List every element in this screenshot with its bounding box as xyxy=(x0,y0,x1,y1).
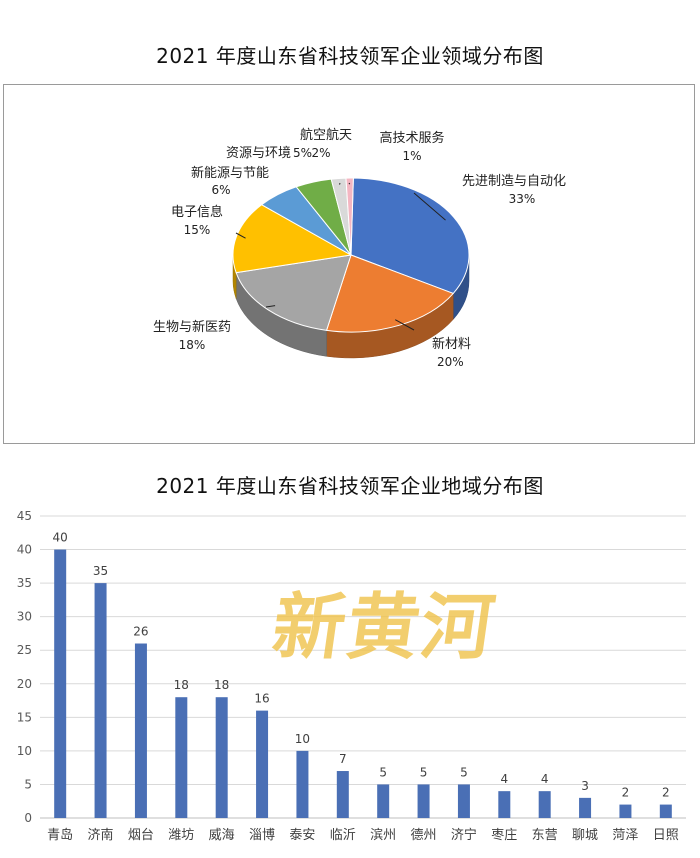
bar-chart-title: 2021 年度山东省科技领军企业地域分布图 xyxy=(156,474,544,498)
bar-聊城 xyxy=(579,797,592,818)
pie-label-name: 新材料 xyxy=(432,336,471,352)
pie-leader-line xyxy=(265,305,276,308)
y-tick-label: 20 xyxy=(17,677,32,691)
bar-济宁 xyxy=(457,784,470,818)
pie-label-name: 生物与新医药 xyxy=(153,319,231,335)
y-tick-label: 40 xyxy=(17,543,32,557)
pie-label-value: 5% xyxy=(293,146,312,160)
bar-data-label: 26 xyxy=(133,625,148,639)
pie-label-value: 2% xyxy=(311,146,330,160)
x-tick-label: 泰安 xyxy=(289,828,315,843)
y-tick-label: 5 xyxy=(24,777,32,791)
bar-济南 xyxy=(94,583,107,818)
bar-菏泽 xyxy=(619,804,632,818)
x-tick-label: 潍坊 xyxy=(168,828,194,843)
pie-leader-line xyxy=(395,319,415,331)
bar-青岛 xyxy=(54,549,67,818)
y-tick-label: 45 xyxy=(17,509,32,523)
x-tick-label: 青岛 xyxy=(47,827,73,843)
y-tick-label: 35 xyxy=(17,576,32,590)
y-tick-label: 10 xyxy=(17,744,32,758)
x-tick-label: 烟台 xyxy=(128,828,154,843)
x-tick-label: 威海 xyxy=(209,828,235,843)
bar-data-label: 5 xyxy=(420,765,428,779)
x-tick-label: 滨州 xyxy=(370,827,396,843)
y-tick-label: 15 xyxy=(17,710,32,724)
bar-data-label: 35 xyxy=(93,564,108,578)
watermark-logo: 新黄河 xyxy=(267,584,502,669)
bar-data-label: 40 xyxy=(53,531,68,545)
bar-data-label: 5 xyxy=(460,765,468,779)
y-tick-label: 30 xyxy=(17,610,32,624)
pie-slice-电子信息 xyxy=(232,204,353,274)
pie-slice-先进制造与自动化 xyxy=(350,177,470,295)
x-tick-label: 菏泽 xyxy=(612,828,638,843)
bar-威海 xyxy=(215,697,228,818)
x-tick-label: 济宁 xyxy=(451,827,477,843)
bar-烟台 xyxy=(134,643,147,818)
bar-滨州 xyxy=(377,784,390,818)
bar-data-label: 4 xyxy=(541,772,549,786)
x-tick-label: 枣庄 xyxy=(491,827,517,843)
x-tick-label: 东营 xyxy=(532,828,558,843)
pie-label-name: 电子信息 xyxy=(171,204,223,220)
pie-label-value: 15% xyxy=(184,223,211,237)
bar-data-label: 3 xyxy=(581,779,589,793)
bar-data-label: 2 xyxy=(622,786,630,800)
x-tick-label: 济南 xyxy=(88,827,114,843)
pie-chart: 先进制造与自动化 33% 新材料 20% 生物与新医药 18% 电子信息 15% 新能源与节能 6… xyxy=(153,127,566,369)
pie-leader-line xyxy=(235,232,246,239)
bar-data-label: 10 xyxy=(295,732,310,746)
pie-label-name: 资源与环境 xyxy=(226,146,291,161)
y-tick-label: 25 xyxy=(17,643,32,657)
bar-德州 xyxy=(417,784,430,818)
bar-data-label: 18 xyxy=(214,678,229,692)
pie-label-value: 20% xyxy=(437,355,464,369)
pie-leader-line xyxy=(413,192,446,221)
pie-label-value: 1% xyxy=(402,149,421,163)
x-tick-label: 德州 xyxy=(411,828,437,843)
bar-临沂 xyxy=(336,771,349,818)
pie-slice-高技术服务 xyxy=(345,177,354,256)
x-tick-label: 淄博 xyxy=(249,828,275,843)
bar-日照 xyxy=(659,804,672,818)
x-tick-label: 日照 xyxy=(653,828,679,843)
bar-data-label: 4 xyxy=(500,772,508,786)
pie-label-value: 33% xyxy=(509,192,536,206)
bar-淄博 xyxy=(256,710,269,818)
pie-leader-line xyxy=(348,182,351,185)
x-tick-label: 临沂 xyxy=(330,828,356,843)
pie-slice-新材料 xyxy=(325,254,455,333)
pie-label-name: 航空航天 xyxy=(300,127,352,143)
bar-潍坊 xyxy=(175,697,188,818)
x-tick-label: 聊城 xyxy=(572,828,598,843)
bar-data-label: 18 xyxy=(174,678,189,692)
bar-data-label: 2 xyxy=(662,786,670,800)
bar-chart: 05101520253035404540青岛35济南26烟台18潍坊18威海16… xyxy=(17,509,686,843)
pie-chart-title: 2021 年度山东省科技领军企业领域分布图 xyxy=(156,44,544,68)
bar-data-label: 5 xyxy=(379,765,387,779)
pie-label-name: 先进制造与自动化 xyxy=(462,174,566,189)
bar-data-label: 7 xyxy=(339,752,347,766)
pie-label-name: 新能源与节能 xyxy=(191,165,269,181)
pie-label-value: 18% xyxy=(179,338,206,352)
bar-泰安 xyxy=(296,750,309,818)
y-tick-label: 0 xyxy=(24,811,32,825)
pie-label-name: 高技术服务 xyxy=(379,130,444,146)
pie-slice-生物与新医药 xyxy=(235,254,352,331)
bar-data-label: 16 xyxy=(254,692,269,706)
pie-chart-frame: 先进制造与自动化 33% 新材料 20% 生物与新医药 18% 电子信息 15% 新能源与节能 6… xyxy=(3,84,695,444)
bar-枣庄 xyxy=(498,791,511,818)
pie-label-value: 6% xyxy=(211,183,230,197)
bar-东营 xyxy=(538,791,551,818)
